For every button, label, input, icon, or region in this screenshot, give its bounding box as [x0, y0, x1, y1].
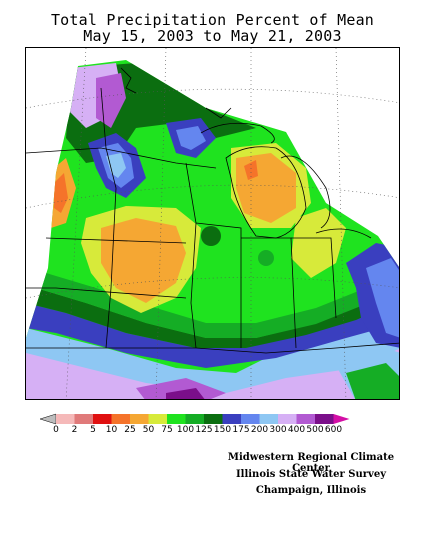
legend-tick-label: 400 [287, 425, 306, 435]
legend-swatch [56, 414, 75, 424]
field-south-purple [136, 378, 226, 399]
field-south-darkgreen [26, 283, 399, 348]
legend-tick-label: 175 [232, 425, 250, 435]
field-south-blue [26, 298, 399, 368]
legend-tick-label: 600 [324, 425, 343, 435]
graticule [26, 48, 399, 399]
legend-tick-label: 0 [53, 425, 59, 435]
field-south-lavender [26, 348, 399, 399]
legend-swatch [148, 414, 167, 424]
field-south-darkpurple [166, 388, 206, 399]
map-title-line1: Total Precipitation Percent of Mean [50, 11, 375, 29]
legend-swatch [222, 414, 241, 424]
legend-tick-label: 150 [213, 425, 232, 435]
credit-line2: Illinois State Water Survey [235, 469, 387, 480]
legend-tick-label: 5 [90, 425, 96, 435]
field-northcentral-medblue [176, 126, 206, 150]
map-title-line2: May 15, 2003 to May 21, 2003 [83, 27, 342, 45]
field-southeast-green [346, 363, 399, 399]
legend-arrow-low [40, 413, 57, 425]
legend-colorbar [40, 413, 350, 425]
legend-swatch [278, 414, 297, 424]
legend-tick-label: 500 [306, 425, 324, 435]
field-south-green [36, 273, 399, 338]
legend-tick-label: 25 [124, 425, 136, 435]
legend-swatch [315, 414, 334, 424]
legend-swatch [111, 414, 130, 424]
legend-swatch [241, 414, 260, 424]
legend-tick-label: 200 [250, 425, 269, 435]
legend-swatch [296, 414, 315, 424]
legend-tick-label: 2 [71, 425, 78, 435]
legend-tick-label: 125 [195, 425, 213, 435]
legend-tick-label: 100 [176, 425, 195, 435]
precipitation-map-svg [26, 48, 399, 399]
field-spot-darkgreen [201, 226, 221, 246]
legend-swatch [204, 414, 223, 424]
credit-line1: Midwestern Regional Climate Center [227, 452, 395, 474]
field-northwest-lightblue [106, 153, 126, 178]
legend-tick-label: 10 [105, 425, 118, 435]
legend-swatch [74, 414, 93, 424]
field-central-orange [101, 218, 186, 303]
legend-swatch [93, 414, 112, 424]
legend-swatch [259, 414, 278, 424]
field-spot-green [258, 250, 274, 266]
legend-tick-label: 75 [161, 425, 173, 435]
legend-swatch [130, 414, 149, 424]
legend-tick-label: 50 [142, 425, 155, 435]
legend-swatch [167, 414, 186, 424]
legend-tick-label: 300 [269, 425, 287, 435]
legend-swatch [185, 414, 204, 424]
credit-line3: Champaign, Illinois [255, 485, 367, 496]
field-east-medblue [366, 258, 399, 338]
field-michigan-red [244, 160, 258, 180]
boundaries [26, 67, 399, 354]
precipitation-map [25, 47, 400, 400]
legend-arrow-high [333, 414, 350, 424]
field-west-red [54, 173, 68, 213]
